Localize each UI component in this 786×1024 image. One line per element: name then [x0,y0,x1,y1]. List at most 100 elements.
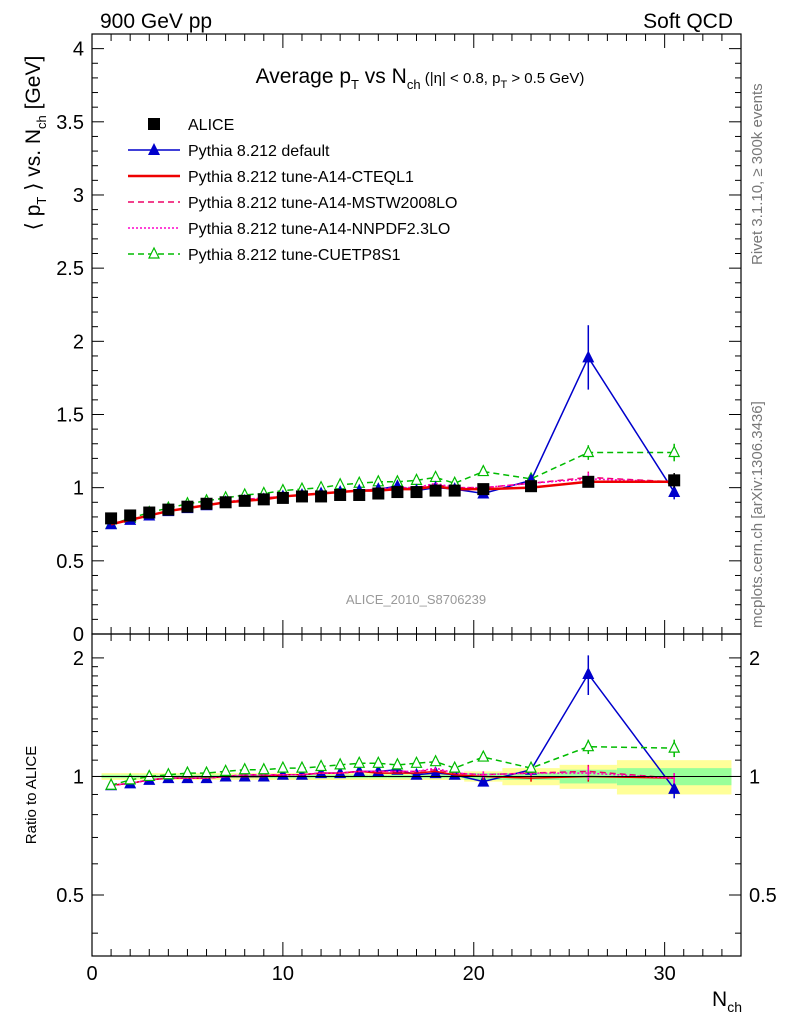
data-point [315,490,328,503]
legend-marker [148,118,160,130]
data-point [219,496,232,509]
y-tick-label: 0.5 [56,551,84,573]
x-axis-label: Nch [712,988,742,1015]
legend-label: ALICE [188,117,234,134]
x-tick-label: 10 [272,963,294,985]
ratio-point [448,760,461,773]
data-point [668,485,681,498]
ratio-y-tick-label-right: 1 [749,766,760,788]
ratio-point [582,667,595,680]
data-point [372,487,385,500]
ratio-point [334,757,347,770]
ratio-point [315,759,328,772]
data-point [124,509,137,522]
ratio-y-axis-label: Ratio to ALICE [23,746,40,844]
data-point [668,474,681,487]
legend-label: Pythia 8.212 default [188,143,330,160]
main-panel: 0 0.5 1 1.5 2 2.5 3 3.5 4 [56,39,741,646]
ratio-point [276,760,289,773]
ratio-point [410,755,423,768]
ratio-point [105,777,118,790]
data-point [162,503,175,516]
y-tick-label: 2.5 [56,258,84,280]
y-tick-label: 4 [73,39,84,61]
ratio-point [200,765,213,778]
data-point [582,475,595,488]
data-point [334,488,347,501]
ratio-point [429,754,442,767]
ratio-y-tick-label-right: 2 [749,648,760,670]
series-line [110,355,675,525]
data-point [181,500,194,513]
analysis-id-label: ALICE_2010_S8706239 [346,592,486,607]
ratio-point [257,762,270,775]
data-point [448,484,461,497]
ratio-point [353,755,366,768]
ratio-point [668,781,681,794]
ratio-y-tick-label: 1 [73,766,84,788]
data-point [429,470,442,483]
main-title: Average pT vs Nch (|η| < 0.8, pT > 0.5 G… [256,65,585,92]
data-point [238,494,251,507]
ratio-point [181,765,194,778]
data-point [143,506,156,519]
ratio-point [668,740,681,753]
data-point [477,483,490,496]
y-tick-label: 3 [73,185,84,207]
ratio-point [372,755,385,768]
data-point [410,486,423,499]
mcplots-source-label: mcplots.cern.ch [arXiv:1306.3436] [749,401,766,628]
x-tick-label: 30 [654,963,676,985]
ratio-point [219,764,232,776]
data-point [525,480,538,493]
ratio-point [525,760,538,773]
data-point [105,512,118,525]
rivet-version-label: Rivet 3.1.10, ≥ 300k events [749,83,766,265]
data-point [668,445,681,458]
data-point [295,490,308,503]
ratio-point [391,757,404,770]
y-tick-label: 2 [73,331,84,353]
data-point [391,486,404,499]
ratio-point [582,739,595,752]
ratio-point [295,760,308,773]
data-point [353,488,366,501]
y-tick-label: 1.5 [56,404,84,426]
ratio-frame [91,633,742,957]
data-point [582,350,595,363]
y-tick-label: 3.5 [56,112,84,134]
ratio-point [477,774,490,787]
ratio-y-tick-label-right: 0.5 [749,885,777,907]
header-left-label: 900 GeV pp [100,10,212,33]
data-point [276,491,289,504]
legend-marker [148,246,160,259]
data-point [477,464,490,477]
ratio-point [124,772,137,785]
data-point [200,497,213,510]
y-tick-label: 1 [73,478,84,500]
legend-label: Pythia 8.212 tune-A14-NNPDF2.3LO [188,221,450,238]
x-tick-label: 0 [86,963,97,985]
data-point [429,484,442,497]
legend-marker [148,143,160,155]
data-point [582,445,595,458]
ratio-line [111,768,675,786]
ratio-point [238,762,251,775]
ratio-y-tick-label: 0.5 [56,885,84,907]
ratio-y-tick-label: 2 [73,648,84,670]
legend-label: Pythia 8.212 tune-CUETP8S1 [188,247,401,264]
x-tick-label: 20 [463,963,485,985]
y-axis-label: ⟨ pT ⟩ vs. Nch [GeV] [22,56,49,231]
legend-label: Pythia 8.212 tune-A14-MSTW2008LO [188,195,457,212]
legend-label: Pythia 8.212 tune-A14-CTEQL1 [188,169,414,186]
data-point [257,493,270,506]
ratio-panel: 0 10 20 300.5 0.51 12 2 [56,34,777,985]
header-right-label: Soft QCD [643,10,733,33]
ratio-point [353,764,366,777]
ratio-point [315,766,328,779]
ratio-point [477,749,490,762]
ratio-point [334,766,347,779]
y-tick-label: 0 [73,624,84,646]
legend: ALICE Pythia 8.212 default Pythia 8.212 tu… [128,117,457,264]
